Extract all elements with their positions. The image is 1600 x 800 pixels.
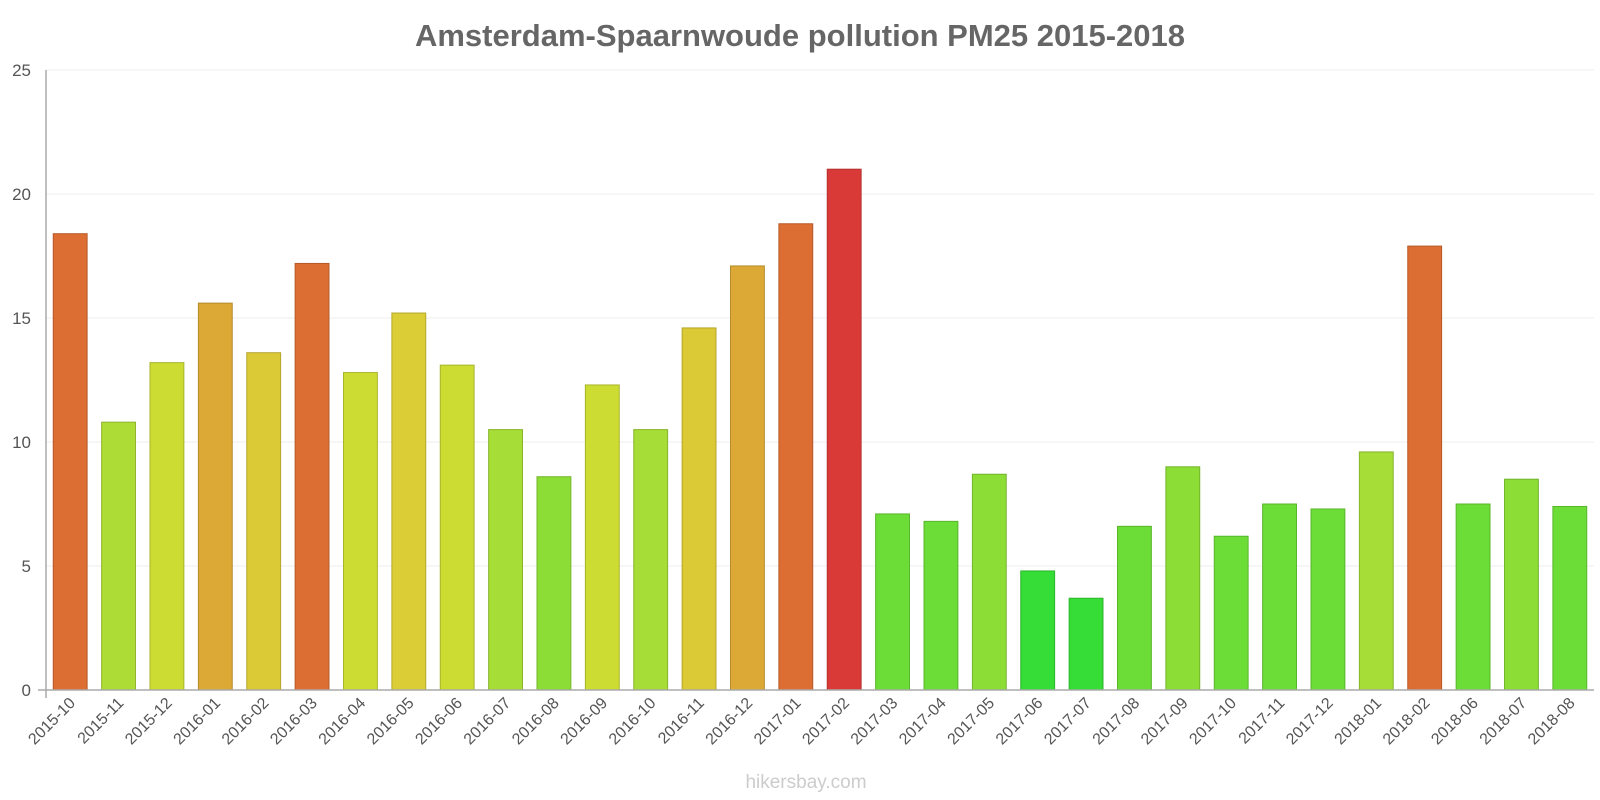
x-tick-label: 2016-12 [703,695,757,749]
axes [38,70,1594,698]
x-tick-label: 2015-11 [75,695,128,748]
y-tick-label: 0 [22,681,31,700]
bar-2018-07 [1504,478,1539,691]
bar-2016-04 [343,372,378,691]
x-tick-label: 2016-07 [461,695,515,749]
x-tick-label: 2016-03 [267,695,321,749]
x-tick-label: 2017-04 [896,695,950,749]
chart-title: Amsterdam-Spaarnwoude pollution PM25 201… [415,18,1185,53]
x-tick-label: 2016-02 [219,695,273,749]
x-tick-label: 2018-02 [1380,695,1434,749]
x-tick-label: 2016-06 [412,695,466,749]
x-tick-label: 2016-01 [171,695,225,749]
bar-2017-03 [875,513,910,691]
watermark: hikersbay.com [745,772,866,793]
bar-2017-08 [1117,525,1152,691]
bar-2016-10 [633,429,669,691]
x-tick-label: 2015-10 [25,695,79,749]
x-tick-label: 2017-01 [751,695,805,749]
x-tick-label: 2017-07 [1041,695,1095,749]
x-tick-label: 2016-10 [606,695,660,749]
x-tick-label: 2016-11 [655,695,708,748]
x-tick-label: 2016-08 [509,695,563,749]
bar-2018-01 [1358,451,1394,691]
bar-2016-03 [294,262,330,691]
bar-2017-11 [1262,503,1297,691]
y-tick-label: 5 [22,557,31,576]
x-tick-label: 2016-05 [364,695,418,749]
x-tick-label: 2017-05 [945,695,999,749]
x-tick-label: 2017-09 [1138,695,1192,749]
bar-2017-10 [1213,535,1249,691]
bar-2016-01 [197,302,233,691]
bar-2016-07 [488,429,523,691]
bar-2017-05 [971,473,1007,691]
x-tick-label: 2018-07 [1477,695,1531,749]
bars [52,168,1588,691]
x-tick-label: 2017-08 [1090,695,1144,749]
bar-2016-11 [681,327,717,691]
x-tick-label: 2018-01 [1332,695,1386,749]
x-tick-label: 2017-03 [848,695,902,749]
x-tick-label: 2018-06 [1428,695,1482,749]
x-tick-label: 2017-10 [1186,695,1240,749]
x-tick-label: 2015-12 [122,695,176,749]
bar-2017-07 [1068,597,1104,691]
x-tick-label: 2017-02 [799,695,853,749]
bar-2016-05 [391,312,427,691]
bar-2018-08 [1552,505,1588,691]
bar-2016-08 [536,476,572,691]
bar-2017-06 [1020,570,1056,691]
x-tick-labels: 2015-102015-112015-122016-012016-022016-… [25,695,1578,749]
bar-2016-02 [246,352,282,691]
bar-2017-09 [1165,466,1201,691]
x-tick-label: 2017-12 [1283,695,1337,749]
x-tick-label: 2017-11 [1236,695,1289,748]
y-tick-labels: 0 5 10 15 20 25 [12,61,31,700]
y-tick-label: 10 [12,433,31,452]
y-tick-label: 20 [12,185,31,204]
bar-2016-12 [730,265,765,691]
bar-2017-12 [1310,508,1346,691]
x-tick-label: 2016-09 [558,695,612,749]
x-tick-label: 2017-06 [993,695,1047,749]
bar-2018-06 [1455,503,1491,691]
x-tick-label: 2018-08 [1525,695,1579,749]
bar-2017-01 [778,223,814,691]
x-tick-label: 2016-04 [316,695,370,749]
bar-2016-06 [439,364,475,691]
y-tick-label: 25 [12,61,31,80]
bar-2015-10 [52,233,88,691]
bar-2017-04 [923,520,959,691]
bar-2015-12 [149,362,185,691]
bar-2018-02 [1407,245,1443,691]
y-tick-label: 15 [12,309,31,328]
bar-2015-11 [101,421,136,691]
bar-2016-09 [584,384,620,691]
bar-2017-02 [826,168,862,691]
